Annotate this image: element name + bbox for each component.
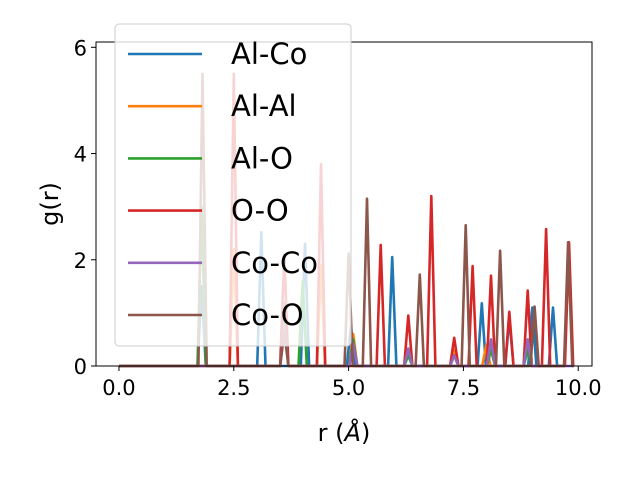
y-tick-label: 4: [74, 143, 87, 167]
y-axis-label: g(r): [36, 182, 64, 226]
x-axis-label: r (Å): [318, 418, 371, 447]
legend-label-co-co: Co-Co: [231, 246, 318, 280]
y-tick-label: 0: [74, 355, 87, 379]
x-tick-label: 5.0: [332, 376, 365, 400]
y-axis: 0 2 4 6: [74, 36, 96, 379]
legend-frame: [114, 23, 352, 347]
legend-label-al-al: Al-Al: [231, 89, 297, 123]
legend-label-al-o: Al-O: [231, 141, 293, 175]
legend-label-o-o: O-O: [231, 194, 289, 228]
y-tick-label: 6: [74, 36, 87, 60]
x-axis: 0.0 2.5 5.0 7.5 10.0: [102, 366, 602, 400]
legend: Al-Co Al-Al Al-O O-O Co-Co Co-O: [114, 23, 352, 347]
x-tick-label: 0.0: [102, 376, 135, 400]
y-tick-label: 2: [74, 249, 87, 273]
x-tick-label: 7.5: [447, 376, 480, 400]
legend-label-co-o: Co-O: [231, 298, 304, 332]
x-tick-label: 10.0: [555, 376, 602, 400]
x-tick-label: 2.5: [217, 376, 250, 400]
legend-label-al-co: Al-Co: [231, 37, 307, 71]
